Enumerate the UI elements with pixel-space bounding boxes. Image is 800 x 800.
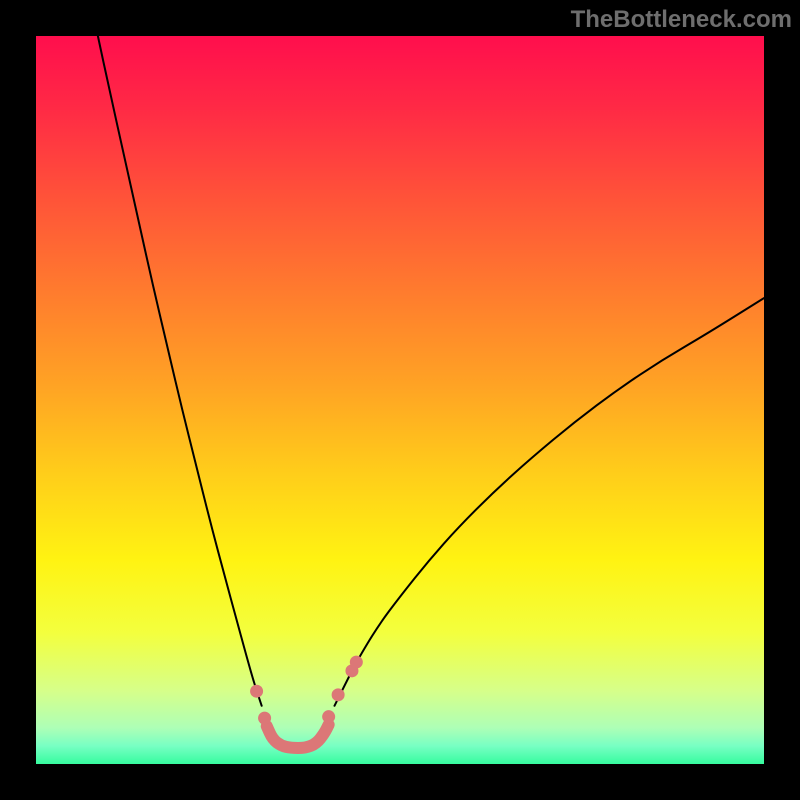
plot-area (36, 36, 764, 764)
watermark-text: TheBottleneck.com (571, 6, 792, 34)
marker-dot (258, 712, 271, 725)
gradient-background (36, 36, 764, 764)
marker-dot (332, 688, 345, 701)
chart-container: TheBottleneck.com (0, 0, 800, 800)
marker-dot (250, 685, 263, 698)
plot-svg (36, 36, 764, 764)
marker-dot (350, 656, 363, 669)
marker-dot (322, 710, 335, 723)
